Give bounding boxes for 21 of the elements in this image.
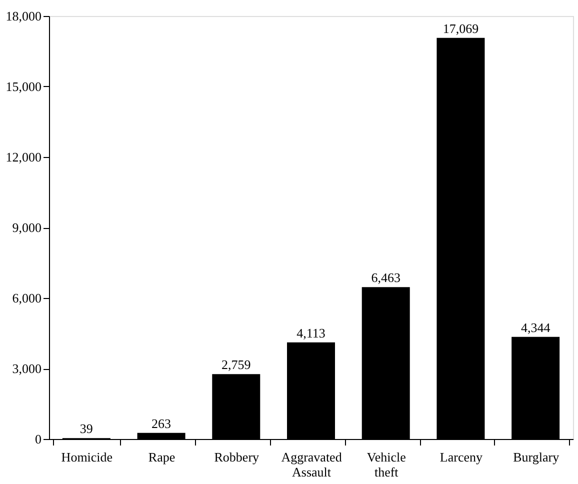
y-tick-label: 0	[35, 432, 42, 446]
x-tick-label: Robbery	[214, 450, 260, 464]
x-tick-label: Rape	[148, 450, 176, 464]
y-tick-label: 15,000	[6, 79, 42, 94]
x-tick-label: Homicide	[61, 450, 113, 464]
y-tick-label: 6,000	[12, 290, 42, 306]
y-tick-label: 18,000	[6, 8, 42, 24]
x-tick-label: Larceny	[440, 450, 483, 464]
data-label: 4,113	[296, 325, 326, 340]
data-label: 4,344	[520, 320, 551, 335]
data-label: 17,069	[442, 20, 479, 36]
x-tick-label: Vehicle theft	[366, 450, 406, 480]
y-tick-label: 9,000	[12, 220, 42, 235]
data-label: 6,463	[371, 270, 400, 286]
y-tick-label: 3,000	[12, 361, 42, 376]
x-tick-label: Aggravated Assault	[281, 450, 342, 480]
data-label: 263	[152, 416, 172, 431]
data-label: 39	[80, 421, 93, 436]
y-tick-label: 12,000	[6, 150, 42, 164]
data-label: 2,759	[222, 357, 251, 372]
x-tick-label: Burglary	[513, 450, 560, 464]
